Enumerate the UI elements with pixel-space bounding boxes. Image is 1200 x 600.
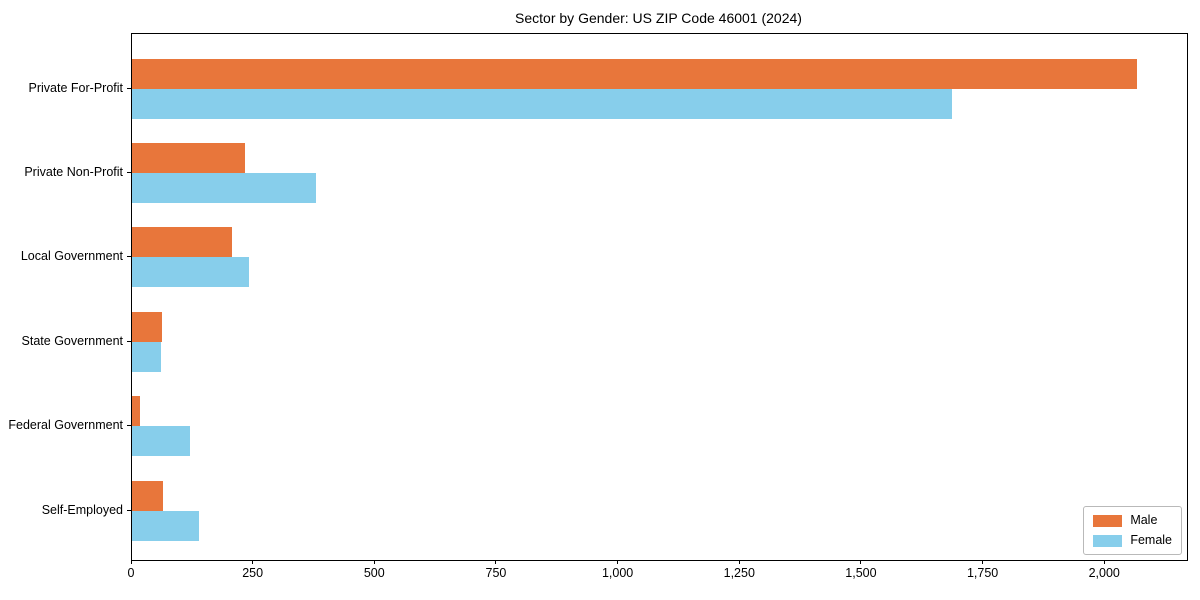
- x-tick-1-750: [982, 560, 984, 564]
- x-tick-0: [130, 560, 132, 564]
- plot-area: Male Female: [131, 33, 1188, 561]
- legend-swatch-female: [1093, 534, 1123, 547]
- x-tick-label-1-250: 1,250: [723, 566, 755, 580]
- bar-male-private-for-profit: [132, 58, 1137, 89]
- legend-label-male: Male: [1130, 513, 1158, 527]
- x-tick-label-2-000: 2,000: [1088, 566, 1120, 580]
- bar-male-federal-government: [132, 396, 140, 427]
- bar-male-private-non-profit: [132, 142, 245, 173]
- chart-title: Sector by Gender: US ZIP Code 46001 (202…: [515, 10, 802, 26]
- x-tick-label-1-750: 1,750: [966, 566, 999, 580]
- bar-female-local-government: [132, 257, 249, 288]
- y-tick-label-federal-government: Federal Government: [8, 418, 123, 433]
- y-tick-label-self-employed: Self-Employed: [41, 502, 123, 517]
- x-tick-label-1-000: 1,000: [601, 566, 634, 580]
- bar-female-private-for-profit: [132, 88, 952, 119]
- y-tick-private-non-profit: [127, 171, 131, 173]
- x-tick-250: [252, 560, 254, 564]
- y-tick-self-employed: [127, 509, 131, 511]
- y-tick-local-government: [127, 256, 131, 258]
- x-tick-1-500: [860, 560, 862, 564]
- bar-female-self-employed: [132, 510, 200, 541]
- legend: Male Female: [1083, 506, 1182, 555]
- y-tick-label-private-non-profit: Private Non-Profit: [24, 164, 123, 179]
- x-tick-750: [495, 560, 497, 564]
- x-tick-label-250: 250: [242, 566, 264, 580]
- bar-female-state-government: [132, 341, 162, 372]
- bar-male-local-government: [132, 227, 232, 258]
- y-tick-state-government: [127, 340, 131, 342]
- legend-entry-male: Male: [1093, 513, 1172, 528]
- bar-male-self-employed: [132, 480, 164, 511]
- y-tick-federal-government: [127, 425, 131, 427]
- x-tick-2-000: [1103, 560, 1105, 564]
- x-tick-label-750: 750: [485, 566, 507, 580]
- y-tick-private-for-profit: [127, 87, 131, 89]
- legend-label-female: Female: [1130, 533, 1172, 547]
- x-tick-label-1-500: 1,500: [845, 566, 877, 580]
- x-tick-label-500: 500: [363, 566, 385, 580]
- y-tick-label-private-for-profit: Private For-Profit: [28, 80, 123, 95]
- x-tick-500: [373, 560, 375, 564]
- x-tick-label-0: 0: [127, 566, 135, 580]
- x-tick-1-250: [738, 560, 740, 564]
- y-tick-label-state-government: State Government: [21, 333, 123, 348]
- bar-male-state-government: [132, 311, 163, 342]
- legend-swatch-male: [1093, 514, 1123, 527]
- bar-female-federal-government: [132, 426, 190, 457]
- y-tick-label-local-government: Local Government: [20, 249, 123, 264]
- bar-female-private-non-profit: [132, 172, 316, 203]
- x-tick-1-000: [617, 560, 619, 564]
- legend-entry-female: Female: [1093, 533, 1172, 548]
